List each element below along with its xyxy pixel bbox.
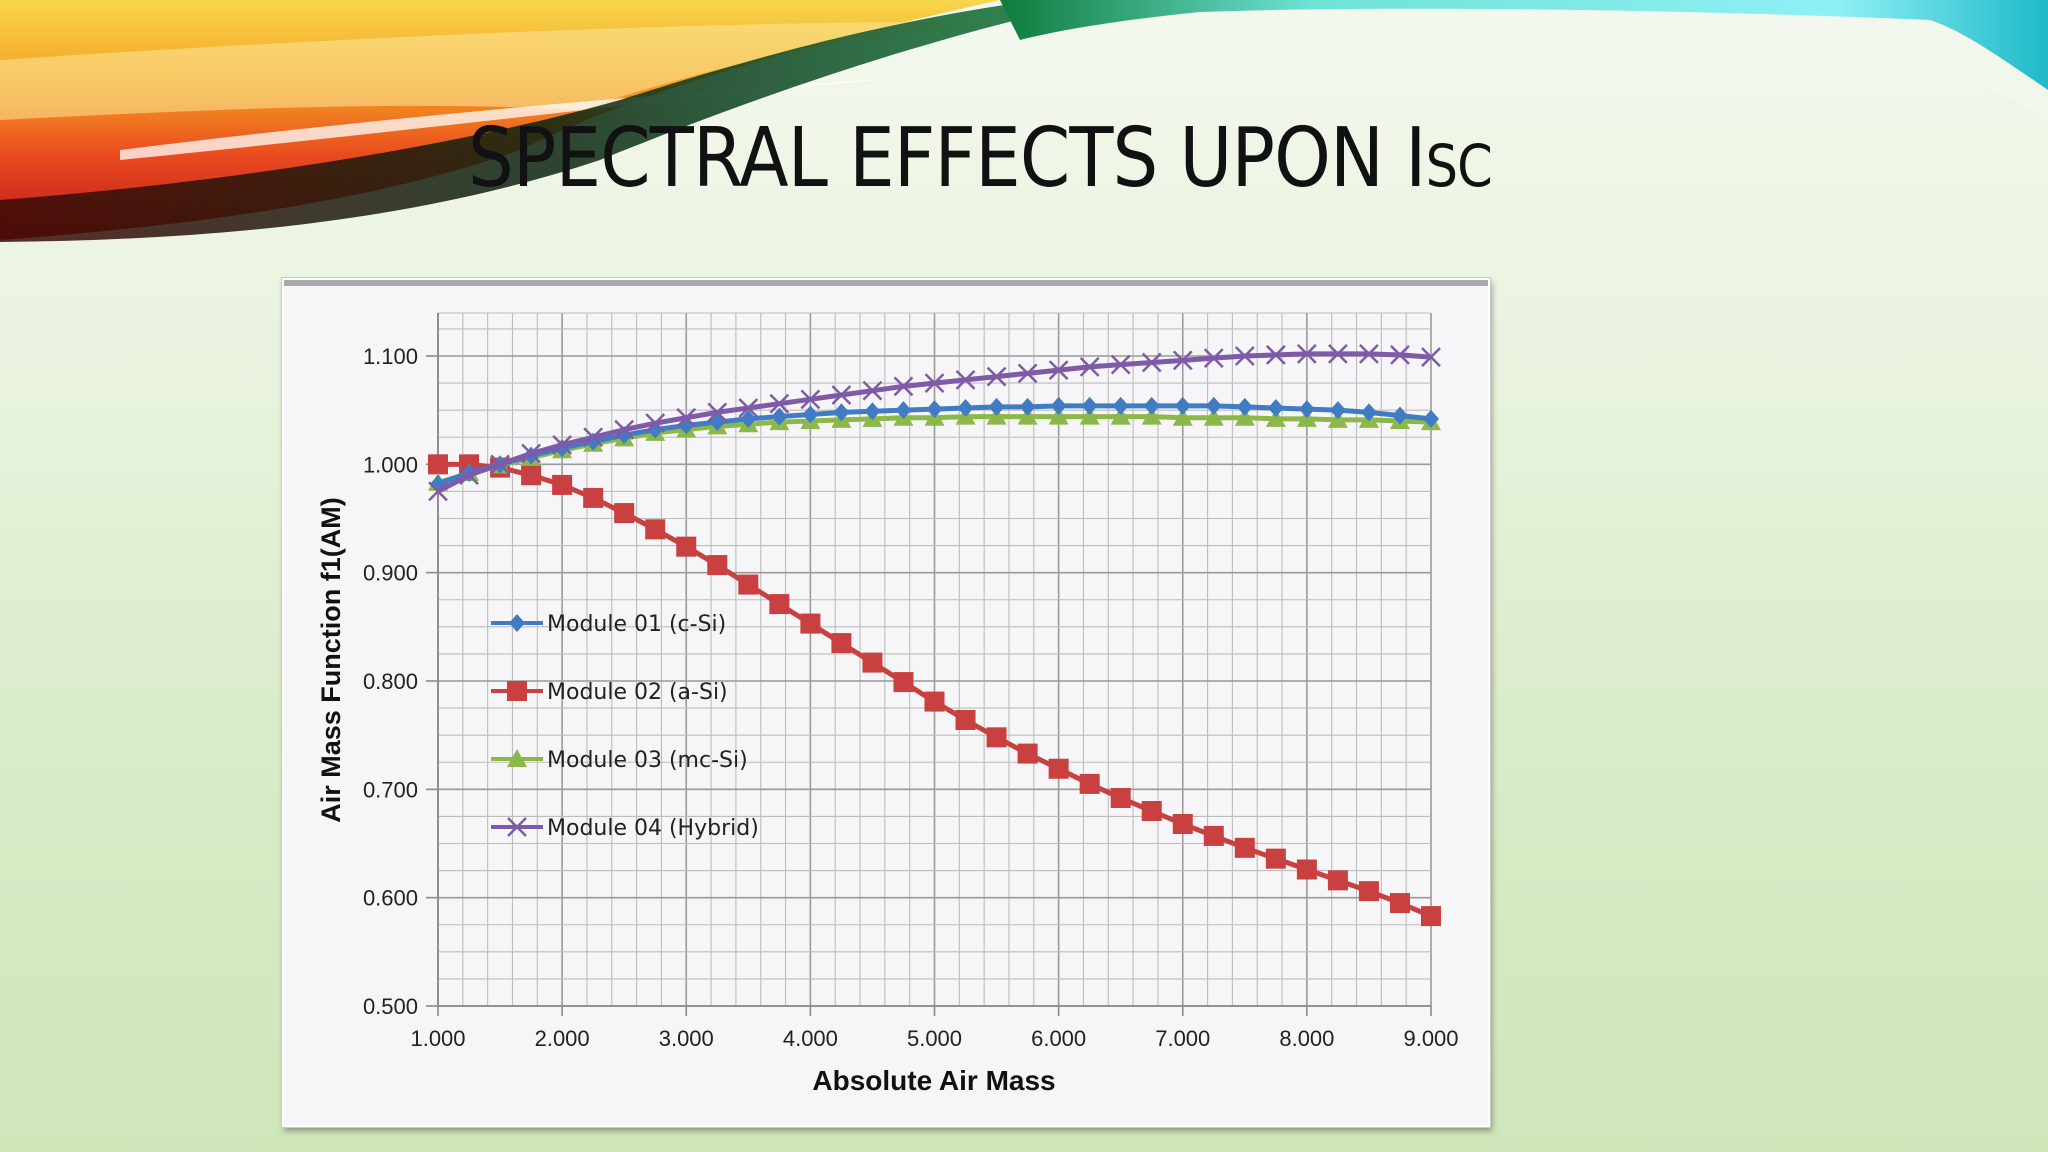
- series-module-04-hybrid-: [428, 343, 1441, 502]
- x-axis-title: Absolute Air Mass: [812, 1065, 1055, 1096]
- y-axis-title: Air Mass Function f1(AM): [316, 497, 346, 823]
- y-tick-label: 0.700: [363, 777, 418, 802]
- legend-item: Module 01 (c-Si): [491, 612, 726, 637]
- y-tick-label: 0.500: [363, 994, 418, 1019]
- y-tick-label: 0.900: [363, 561, 418, 586]
- x-tick-label: 8.000: [1279, 1026, 1334, 1051]
- legend-label: Module 02 (a-Si): [547, 680, 728, 705]
- x-tick-label: 2.000: [535, 1026, 590, 1051]
- y-tick-label: 0.800: [363, 669, 418, 694]
- x-tick-label: 1.000: [410, 1026, 465, 1051]
- chart-card: 0.500 0.600 0.700 0.800 0.900 1.000 1.100 1.000…: [282, 278, 1490, 1127]
- legend-item: Module 04 (Hybrid): [491, 816, 759, 841]
- legend-item: Module 03 (mc-Si): [491, 748, 748, 773]
- slide-title: SPECTRAL EFFECTS UPON ISC: [468, 118, 1493, 200]
- x-tick-label: 3.000: [659, 1026, 714, 1051]
- x-tick-label: 5.000: [907, 1026, 962, 1051]
- y-tick-label: 0.600: [363, 886, 418, 911]
- y-tick-label: 1.000: [363, 452, 418, 477]
- legend-label: Module 04 (Hybrid): [547, 816, 759, 841]
- line-chart: 0.500 0.600 0.700 0.800 0.900 1.000 1.100 1.000…: [316, 312, 1459, 1096]
- legend-label: Module 01 (c-Si): [547, 612, 726, 637]
- x-tick-label: 7.000: [1155, 1026, 1210, 1051]
- legend-item: Module 02 (a-Si): [491, 680, 728, 705]
- chart-axes: 0.500 0.600 0.700 0.800 0.900 1.000 1.100 1.000…: [363, 313, 1459, 1051]
- title-subscript: SC: [1425, 132, 1493, 200]
- title-main: SPECTRAL EFFECTS UPON I: [468, 111, 1426, 206]
- y-tick-label: 1.100: [363, 344, 418, 369]
- chart-series: [428, 343, 1441, 927]
- x-tick-label: 9.000: [1403, 1026, 1458, 1051]
- chart-legend: Module 01 (c-Si) Module 02 (a-Si) Module 0…: [491, 612, 759, 841]
- x-tick-label: 6.000: [1031, 1026, 1086, 1051]
- x-tick-label: 4.000: [783, 1026, 838, 1051]
- legend-label: Module 03 (mc-Si): [547, 748, 748, 773]
